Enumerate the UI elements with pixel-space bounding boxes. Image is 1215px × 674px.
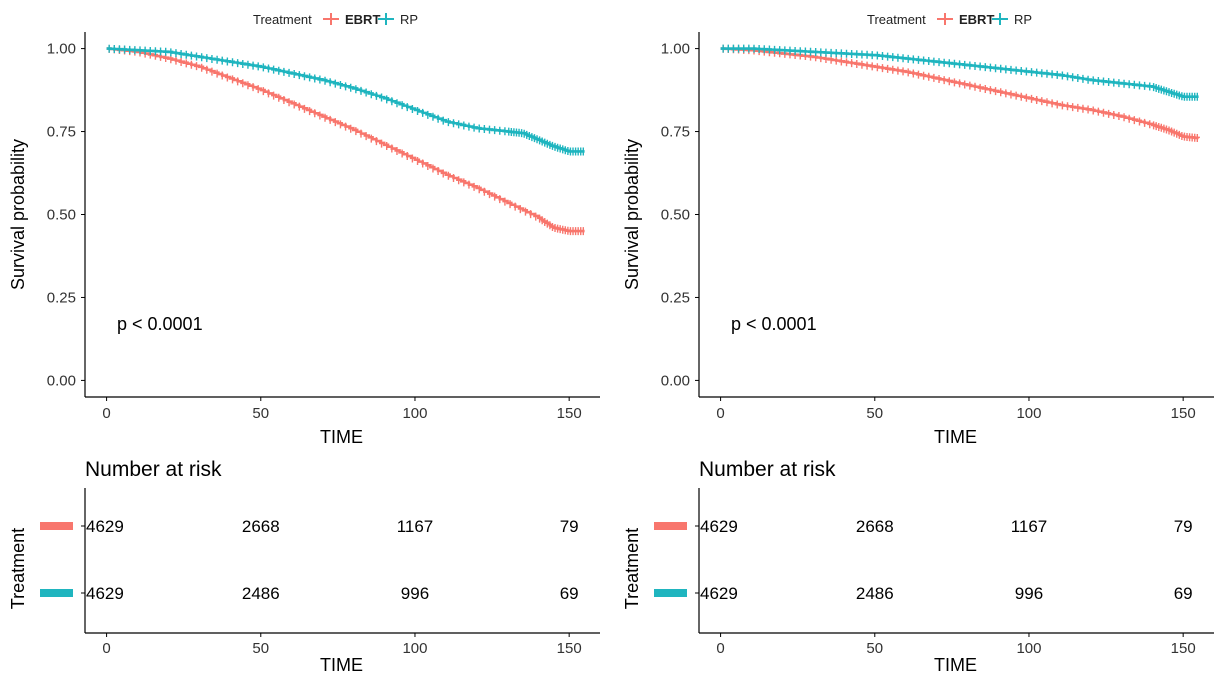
y-axis-title: Survival probability [622,139,642,290]
risk-x-tick-label: 0 [102,640,110,657]
risk-row-swatch [40,522,73,530]
risk-x-tick-label: 50 [252,640,269,657]
risk-x-axis-title: TIME [320,655,363,674]
y-tick-label: 0.00 [661,372,690,389]
risk-table-title: Number at risk [85,458,222,481]
risk-count: 996 [1015,584,1043,603]
risk-y-axis-title: Treatment [8,528,28,609]
km-chart-1: Treatment EBRT RP 0.00 0.25 0.50 0.75 1.00 0 50 10… [622,12,1214,674]
risk-x-tick-label: 50 [866,640,883,657]
risk-x-tick-label: 100 [1016,640,1041,657]
series-ebrt [106,44,585,236]
main-axes: 0.00 0.25 0.50 0.75 1.00 0 50 100 150 TIME Surviva… [8,32,600,447]
x-tick-label: 100 [1016,405,1041,422]
risk-count: 69 [560,584,579,603]
p-value-label: p < 0.0001 [117,314,203,334]
x-tick-label: 50 [866,405,883,422]
x-tick-label: 100 [402,405,427,422]
y-axis-title: Survival probability [8,139,28,290]
legend-label-rp: RP [1014,12,1032,27]
x-tick-label: 0 [102,405,110,422]
risk-count: 2486 [242,584,280,603]
main-axes: 0.00 0.25 0.50 0.75 1.00 0 50 100 150 TIME Surviva… [622,32,1214,447]
legend-key-ebrt [323,13,339,25]
legend: Treatment EBRT RP [867,12,1032,27]
risk-x-tick-label: 150 [1171,640,1196,657]
risk-row-swatch [654,522,687,530]
legend-label-ebrt: EBRT [345,12,380,27]
risk-count: 69 [1174,584,1193,603]
x-tick-label: 0 [716,405,724,422]
censor-marks [722,44,1198,143]
risk-count: 1167 [397,517,434,536]
y-tick-label: 0.75 [47,124,76,141]
legend-label-ebrt: EBRT [959,12,994,27]
risk-x-tick-label: 150 [557,640,582,657]
risk-row-swatch [40,589,73,597]
survival-curve [106,47,585,233]
y-tick-label: 0.50 [661,207,690,224]
risk-x-tick-label: 0 [716,640,724,657]
risk-count: 2668 [242,517,280,536]
y-tick-label: 0.50 [47,207,76,224]
risk-x-tick-label: 100 [402,640,427,657]
y-tick-label: 0.00 [47,372,76,389]
x-axis-title: TIME [320,427,363,447]
legend-label-rp: RP [400,12,418,27]
y-tick-label: 0.25 [47,289,76,306]
risk-table-title: Number at risk [699,458,836,481]
x-axis-title: TIME [934,427,977,447]
km-panel-right: Treatment EBRT RP 0.00 0.25 0.50 0.75 1.00 0 50 10… [614,0,1214,674]
y-tick-label: 1.00 [661,41,690,58]
risk-count: 79 [1174,517,1193,536]
censor-marks [722,44,1198,101]
risk-count: 4629 [86,584,124,603]
risk-count: 4629 [86,517,124,536]
legend-title: Treatment [867,12,926,27]
x-tick-label: 150 [557,405,582,422]
risk-count: 2486 [856,584,894,603]
risk-count: 1167 [1011,517,1048,536]
survival-curve [720,47,1199,98]
risk-row-swatch [654,589,687,597]
km-panel-left: Treatment EBRT RP 0.00 0.25 0.50 0.75 1.00 0 50 10… [0,0,600,674]
x-tick-label: 50 [252,405,269,422]
p-value-label: p < 0.0001 [731,314,817,334]
y-tick-label: 0.75 [661,124,690,141]
risk-table: Number at risk 4629 2668 1167 79 4629 2486 996 6… [622,458,1214,674]
censor-marks [108,44,584,156]
series-rp [720,44,1199,101]
risk-table: Number at risk 4629 2668 1167 79 4629 2486 996 6… [8,458,600,674]
series-ebrt [720,44,1200,143]
risk-count: 79 [560,517,579,536]
survival-curve [106,47,585,153]
legend-key-rp [992,13,1008,25]
risk-y-axis-title: Treatment [622,528,642,609]
legend: Treatment EBRT RP [253,12,418,27]
series-rp [106,44,585,156]
x-tick-label: 150 [1171,405,1196,422]
risk-count: 2668 [856,517,894,536]
censor-marks [108,44,584,236]
legend-key-rp [378,13,394,25]
risk-count: 996 [401,584,429,603]
risk-count: 4629 [700,517,738,536]
y-tick-label: 1.00 [47,41,76,58]
legend-title: Treatment [253,12,312,27]
y-tick-label: 0.25 [661,289,690,306]
risk-x-axis-title: TIME [934,655,977,674]
km-chart-0: Treatment EBRT RP 0.00 0.25 0.50 0.75 1.00 0 50 10… [8,12,600,674]
legend-key-ebrt [937,13,953,25]
risk-count: 4629 [700,584,738,603]
